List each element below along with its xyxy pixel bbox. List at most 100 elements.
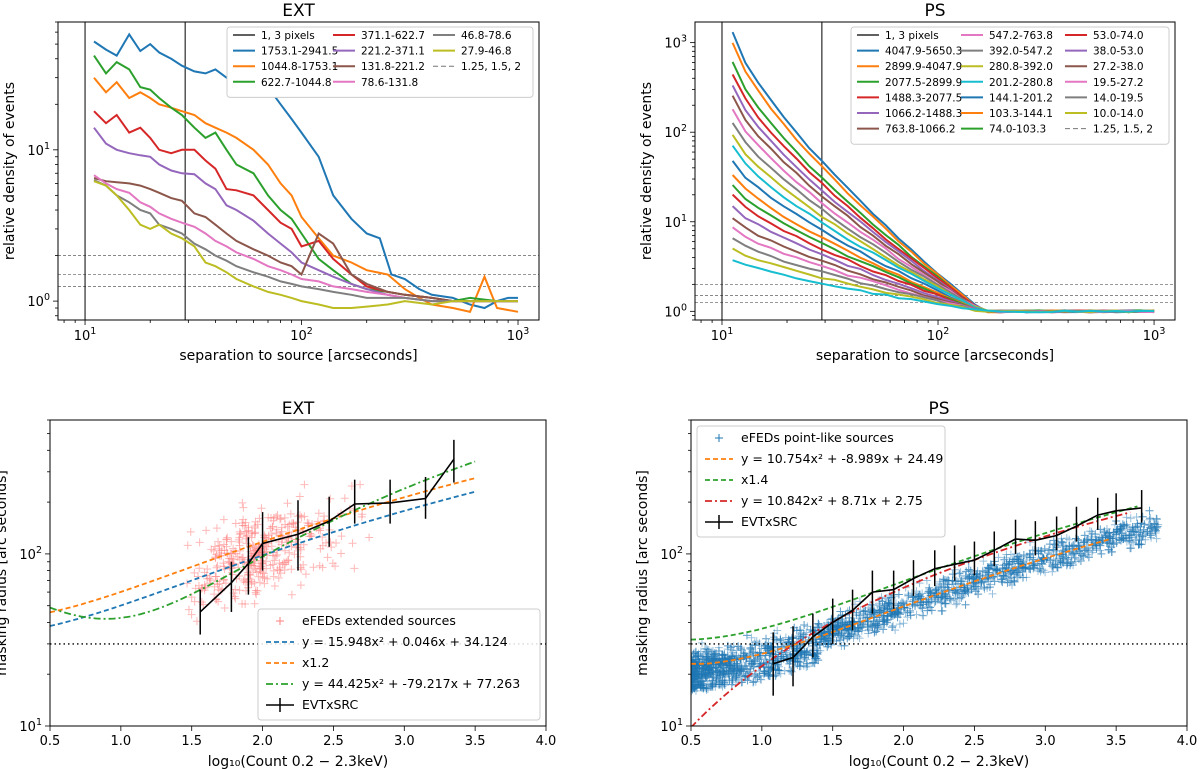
scatter-point [319,512,328,521]
scatter-point [980,583,989,592]
scatter-point [734,642,743,651]
scatter-point [1137,540,1146,549]
scatter-point [984,569,993,578]
scatter-point [1128,523,1137,532]
scatter-point [902,597,911,606]
scatter-point [694,680,703,689]
scatter-point [267,529,276,538]
scatter-point [707,663,716,672]
scatter-point [707,668,716,677]
scatter-point [699,679,708,688]
legend-label: x1.4 [741,472,768,487]
scatter-point [781,633,790,642]
scatter-point [1119,535,1128,544]
scatter-point [977,577,986,586]
scatter-point [693,664,702,673]
scatter-point [1025,553,1034,562]
scatter-point [896,605,905,614]
scatter-point [1121,534,1130,543]
legend-label: eFEDs extended sources [302,613,456,628]
scatter-point [1105,528,1114,537]
scatter-point [784,635,793,644]
scatter-point [708,676,717,685]
scatter-point [961,600,970,609]
scatter-point [707,670,716,679]
scatter-point [1029,563,1038,572]
scatter-point [821,639,830,648]
scatter-point [827,614,836,623]
scatter-point [1030,546,1039,555]
scatter-point [691,667,697,676]
scatter-point [915,590,924,599]
scatter-point [827,640,836,649]
scatter-point [803,662,812,671]
scatter-point [956,583,965,592]
scatter-point [746,643,755,652]
scatter-point [722,666,731,675]
scatter-point [1058,538,1067,547]
scatter-point [1080,531,1089,540]
scatter-point [1029,561,1038,570]
scatter-point [1053,563,1062,572]
scatter-point [692,667,701,676]
scatter-point [309,563,318,572]
scatter-point [787,634,796,643]
scatter-point [300,480,309,489]
scatter-point [761,641,770,650]
scatter-point [737,655,746,664]
scatter-point [1005,559,1014,568]
scatter-point [782,650,791,659]
scatter-point [802,647,811,656]
scatter-point [961,571,970,580]
scatter-point [976,572,985,581]
scatter-point [691,677,697,686]
scatter-point [764,644,773,653]
legend-label: 4047.9-5650.3 [885,46,962,58]
scatter-point [1069,549,1078,558]
scatter-point [210,542,219,551]
scatter-point [691,667,697,676]
scatter-point [750,660,759,669]
scatter-point [785,659,794,668]
scatter-point [1137,540,1146,549]
scatter-point [1045,540,1054,549]
scatter-point [238,553,247,562]
errorbar-series [199,439,455,635]
scatter-point [718,676,727,685]
scatter-point [800,621,809,630]
scatter-point [708,667,717,676]
scatter-point [838,619,847,628]
scatter-point [762,658,771,667]
x-tick-label: 1.5 [822,734,843,749]
scatter-point [719,658,728,667]
scatter-point [694,670,703,679]
scatter-point [723,669,732,678]
scatter-point [971,578,980,587]
scatter-point [1119,521,1128,530]
x-axis-label: separation to source [arcseconds] [816,348,1054,364]
scatter-point [711,663,720,672]
scatter-point [1122,513,1131,522]
scatter-point [1062,561,1071,570]
scatter-point [761,658,770,667]
legend-label: y = 10.842x² + 8.71x + 2.75 [741,493,923,508]
scatter-point [883,602,892,611]
scatter-point [872,613,881,622]
scatter-point [1125,533,1134,542]
scatter-point [1129,538,1138,547]
scatter-point [732,670,741,679]
scatter-point [1058,558,1067,567]
scatter-point [712,674,721,683]
scatter-point [847,629,856,638]
scatter-point [214,585,223,594]
scatter-point [732,661,741,670]
scatter-point [741,661,750,670]
scatter-point [326,494,335,503]
scatter-point [1006,570,1015,579]
scatter-point [1065,542,1074,551]
scatter-point [893,609,902,618]
scatter-point [877,593,886,602]
scatter-point [1067,542,1076,551]
scatter-point [691,668,697,677]
scatter-point [735,665,744,674]
